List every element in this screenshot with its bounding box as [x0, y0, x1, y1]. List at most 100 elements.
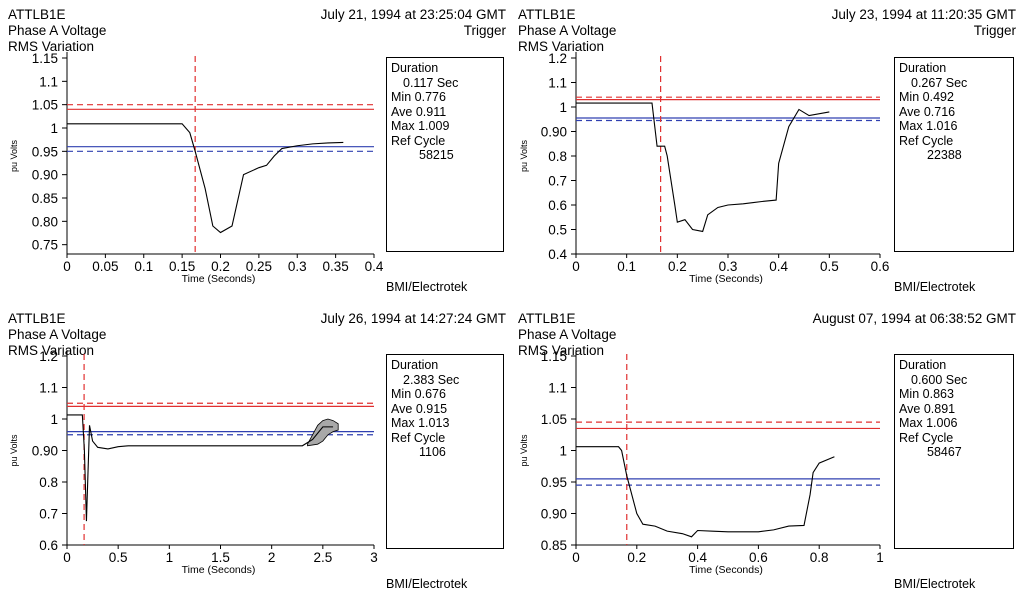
max-row: Max 1.009: [391, 119, 499, 134]
y-tick-label: 0.90: [541, 125, 567, 140]
measurement-name: Phase A Voltage: [518, 327, 617, 342]
y-tick-label: 0.7: [39, 507, 58, 522]
ref-cycle-label: Ref Cycle: [391, 133, 446, 148]
variation-envelope: [307, 418, 339, 447]
max-value: 1.009: [418, 119, 450, 133]
measurement-type: RMS Variation: [518, 343, 605, 358]
ref-cycle-value: 1106: [419, 445, 446, 459]
duration-value: 0.117 Sec: [403, 75, 459, 90]
y-tick-label: 0.95: [32, 144, 58, 159]
y-tick-label: 1.15: [32, 51, 58, 66]
credit-label: BMI/Electrotek: [894, 577, 976, 591]
max-label: Max: [899, 119, 923, 133]
min-row: Min 0.863: [899, 387, 1009, 402]
rms-voltage-line: [67, 123, 344, 234]
y-tick-label: 1: [50, 121, 58, 136]
y-tick-label: 0.8: [548, 149, 567, 164]
ave-label: Ave: [391, 104, 413, 119]
y-axis-title: pu Volts: [519, 434, 529, 467]
panel-title-block: ATTLB1E Phase A Voltage RMS Variation: [518, 311, 616, 359]
x-tick-label: 1: [876, 550, 884, 565]
ref-cycle-label: Ref Cycle: [899, 430, 954, 445]
duration-value: 0.267 Sec: [911, 75, 968, 90]
panel-timestamp-block: July 23, 1994 at 11:20:35 GMT Trigger: [832, 7, 1016, 39]
stats-box: Duration 0.267 Sec Min 0.492 Ave 0.716 M…: [894, 57, 1014, 252]
y-tick-label: 0.75: [32, 238, 58, 253]
y-tick-label: 1.1: [548, 381, 567, 396]
x-tick-label: 1.5: [211, 550, 230, 565]
y-tick-label: 0.90: [32, 168, 58, 183]
x-tick-label: 0.4: [688, 550, 707, 565]
ave-row: Ave 0.891: [899, 402, 1009, 417]
credit-label: BMI/Electrotek: [894, 280, 976, 294]
ref-cycle-value: 58215: [419, 148, 454, 162]
y-tick-label: 0.7: [548, 174, 567, 189]
stats-box: Duration 0.600 Sec Min 0.863 Ave 0.891 M…: [894, 354, 1014, 549]
x-tick-label: 0.2: [211, 259, 230, 274]
x-tick-label: 1: [166, 550, 174, 565]
x-axis-title: Time (Seconds): [689, 564, 763, 576]
ave-row: Ave 0.716: [899, 105, 1009, 120]
rms-chart: 0.4 0.5 0.6 0.7 0.8 0.90 1 1.1 1.2 0 0.1 0.2 0.3 0.4 0…: [519, 51, 889, 285]
ave-value: 0.911: [415, 104, 447, 119]
y-tick-label: 0.6: [548, 198, 567, 213]
x-tick-label: 0.5: [109, 550, 128, 565]
min-value: 0.676: [414, 387, 446, 401]
site-name: ATTLB1E: [8, 7, 66, 22]
min-row: Min 0.676: [391, 387, 499, 402]
measurement-name: Phase A Voltage: [518, 23, 617, 38]
chart-panel-1: ATTLB1E Phase A Voltage RMS Variation Ju…: [0, 0, 506, 300]
y-tick-label: 1.1: [39, 74, 58, 89]
x-tick-label: 0.4: [769, 259, 788, 274]
y-tick-label: 1.05: [32, 98, 58, 113]
max-value: 1.013: [418, 416, 450, 430]
credit-label: BMI/Electrotek: [386, 577, 468, 591]
y-tick-label: 1.05: [541, 412, 567, 427]
max-value: 1.016: [926, 119, 958, 133]
min-value: 0.863: [922, 387, 954, 401]
credit-label: BMI/Electrotek: [386, 280, 468, 294]
panel-title-block: ATTLB1E Phase A Voltage RMS Variation: [8, 7, 106, 55]
site-name: ATTLB1E: [8, 311, 66, 326]
ave-label: Ave: [391, 401, 413, 416]
measurement-name: Phase A Voltage: [8, 327, 107, 342]
max-label: Max: [899, 416, 923, 430]
y-tick-label: 1: [559, 444, 567, 459]
ave-row: Ave 0.911: [391, 105, 499, 120]
x-axis-title: Time (Seconds): [182, 273, 256, 285]
min-label: Min: [899, 90, 920, 104]
panel-timestamp-block: July 21, 1994 at 23:25:04 GMT Trigger: [321, 7, 506, 39]
x-tick-label: 0.15: [169, 259, 195, 274]
stats-box: Duration 2.383 Sec Min 0.676 Ave 0.915 M…: [386, 354, 504, 549]
ref-cycle-value: 22388: [927, 148, 962, 162]
x-axis-title: Time (Seconds): [182, 564, 256, 576]
measurement-name: Phase A Voltage: [8, 23, 107, 38]
y-tick-label: 1.15: [541, 349, 567, 364]
x-tick-label: 0.1: [617, 259, 636, 274]
duration-label: Duration: [391, 358, 439, 372]
ref-cycle-label: Ref Cycle: [899, 133, 954, 148]
x-axis-title: Time (Seconds): [689, 273, 763, 285]
x-tick-label: 0: [63, 259, 71, 274]
panel-timestamp-block: August 07, 1994 at 06:38:52 GMT: [813, 311, 1016, 327]
chart-panel-3: ATTLB1E Phase A Voltage RMS Variation Ju…: [0, 304, 506, 604]
measurement-type: RMS Variation: [518, 39, 605, 54]
ave-value: 0.915: [415, 401, 448, 416]
max-label: Max: [391, 119, 415, 133]
ave-label: Ave: [899, 401, 921, 416]
y-tick-label: 0.80: [32, 214, 58, 229]
measurement-type: RMS Variation: [8, 343, 95, 358]
max-row: Max 1.016: [899, 119, 1009, 134]
x-tick-label: 2.5: [313, 550, 332, 565]
y-tick-label: 0.90: [541, 507, 567, 522]
y-tick-label: 0.6: [39, 538, 58, 553]
rms-voltage-line: [67, 414, 334, 522]
rms-chart: 0.85 0.90 0.95 1 1.05 1.1 1.15 0 0.2 0.4 0.6 0.8 1 Ti…: [519, 349, 884, 576]
x-tick-label: 0.3: [719, 259, 738, 274]
x-tick-label: 0.8: [810, 550, 829, 565]
y-tick-label: 0.90: [32, 444, 58, 459]
site-name: ATTLB1E: [518, 311, 576, 326]
rms-voltage-line: [576, 446, 835, 538]
x-tick-label: 0.05: [92, 259, 118, 274]
y-tick-label: 0.85: [541, 538, 567, 553]
